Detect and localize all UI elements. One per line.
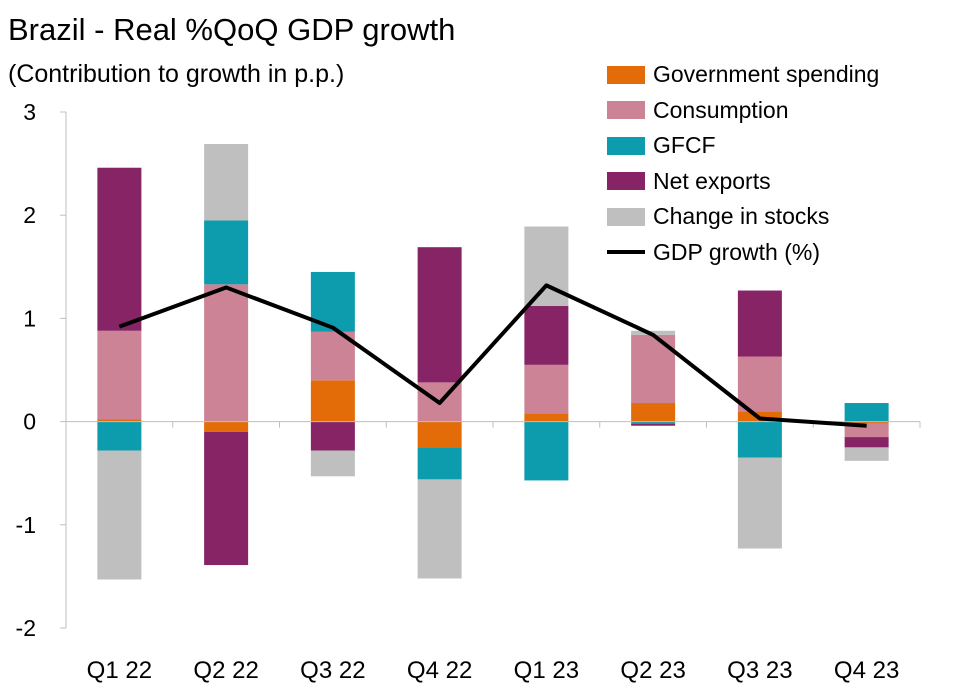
bar-segment-consumption-4 — [524, 364, 569, 414]
x-category-label: Q3 22 — [300, 657, 365, 684]
legend-label-government-spending: Government spending — [653, 61, 880, 88]
legend-item-government-spending: Government spending — [607, 57, 879, 93]
bar-segment-government-spending-1 — [204, 421, 249, 432]
bar-segment-net-exports-0 — [97, 167, 142, 331]
bar-segment-change-in-stocks-7 — [844, 447, 889, 461]
bar-segment-net-exports-2 — [310, 421, 355, 451]
bar-segment-net-exports-3 — [417, 247, 462, 383]
bar-segment-gfcf-7 — [844, 403, 889, 422]
bar-segment-net-exports-6 — [737, 290, 782, 357]
bar-segment-net-exports-5 — [631, 423, 676, 426]
legend-swatch-gdp-growth — [607, 250, 645, 255]
legend-label-gdp-growth: GDP growth (%) — [653, 238, 821, 265]
bar-segment-net-exports-1 — [204, 431, 249, 566]
y-tick-label: 1 — [23, 305, 36, 331]
legend-swatch-change-in-stocks — [607, 207, 645, 226]
bar-segment-gfcf-3 — [417, 447, 462, 480]
legend-item-gfcf: GFCF — [607, 128, 879, 164]
x-category-label: Q2 22 — [193, 657, 258, 684]
y-tick-label: -1 — [16, 512, 36, 538]
bar-segment-change-in-stocks-6 — [737, 457, 782, 549]
legend-swatch-net-exports — [607, 172, 645, 191]
x-category-label: Q1 23 — [514, 657, 579, 684]
bar-segment-gfcf-6 — [737, 421, 782, 458]
x-category-label: Q3 23 — [727, 657, 792, 684]
x-category-label: Q1 22 — [87, 657, 152, 684]
y-tick-label: -2 — [16, 615, 36, 641]
chart-subtitle: (Contribution to growth in p.p.) — [8, 60, 345, 88]
y-tick-label: 3 — [23, 99, 36, 125]
legend-label-net-exports: Net exports — [653, 167, 771, 194]
bar-segment-gfcf-4 — [524, 421, 569, 481]
bar-segment-government-spending-3 — [417, 421, 462, 448]
legend-swatch-gfcf — [607, 136, 645, 155]
x-category-label: Q4 22 — [407, 657, 472, 684]
bar-segment-government-spending-4 — [524, 413, 569, 422]
legend-swatch-government-spending — [607, 65, 645, 84]
bar-segment-change-in-stocks-0 — [97, 450, 142, 580]
legend-item-change-in-stocks: Change in stocks — [607, 199, 879, 235]
gdp-growth-line — [118, 283, 867, 428]
y-tick-label: 0 — [23, 409, 36, 435]
bar-segment-consumption-0 — [97, 330, 142, 420]
bar-segment-change-in-stocks-1 — [204, 143, 249, 221]
bar-segment-gfcf-0 — [97, 421, 142, 451]
legend-item-gdp-growth: GDP growth (%) — [607, 235, 879, 271]
bar-segment-government-spending-0 — [97, 419, 142, 422]
x-category-label: Q2 23 — [620, 657, 685, 684]
y-tick-label: 2 — [23, 202, 36, 228]
chart-title: Brazil - Real %QoQ GDP growth — [8, 12, 456, 47]
bar-segment-net-exports-4 — [524, 306, 569, 365]
bar-segment-gfcf-1 — [204, 220, 249, 285]
x-category-label: Q4 23 — [834, 657, 899, 684]
bar-segment-consumption-1 — [204, 284, 249, 422]
legend-label-gfcf: GFCF — [653, 132, 716, 159]
legend-label-change-in-stocks: Change in stocks — [653, 203, 830, 230]
bar-segment-government-spending-5 — [631, 403, 676, 422]
bar-segment-change-in-stocks-3 — [417, 479, 462, 579]
bar-segment-net-exports-7 — [844, 437, 889, 448]
legend-swatch-consumption — [607, 101, 645, 120]
bar-segment-gfcf-5 — [631, 421, 676, 424]
bar-segment-consumption-7 — [844, 423, 889, 438]
bar-segment-government-spending-7 — [844, 421, 889, 424]
legend-label-consumption: Consumption — [653, 96, 789, 123]
legend-item-net-exports: Net exports — [607, 164, 879, 200]
bar-segment-government-spending-2 — [310, 380, 355, 422]
chart-legend: Government spending Consumption GFCF Net… — [607, 57, 879, 270]
bar-segment-change-in-stocks-2 — [310, 450, 355, 477]
legend-item-consumption: Consumption — [607, 93, 879, 129]
bar-segment-consumption-6 — [737, 356, 782, 412]
